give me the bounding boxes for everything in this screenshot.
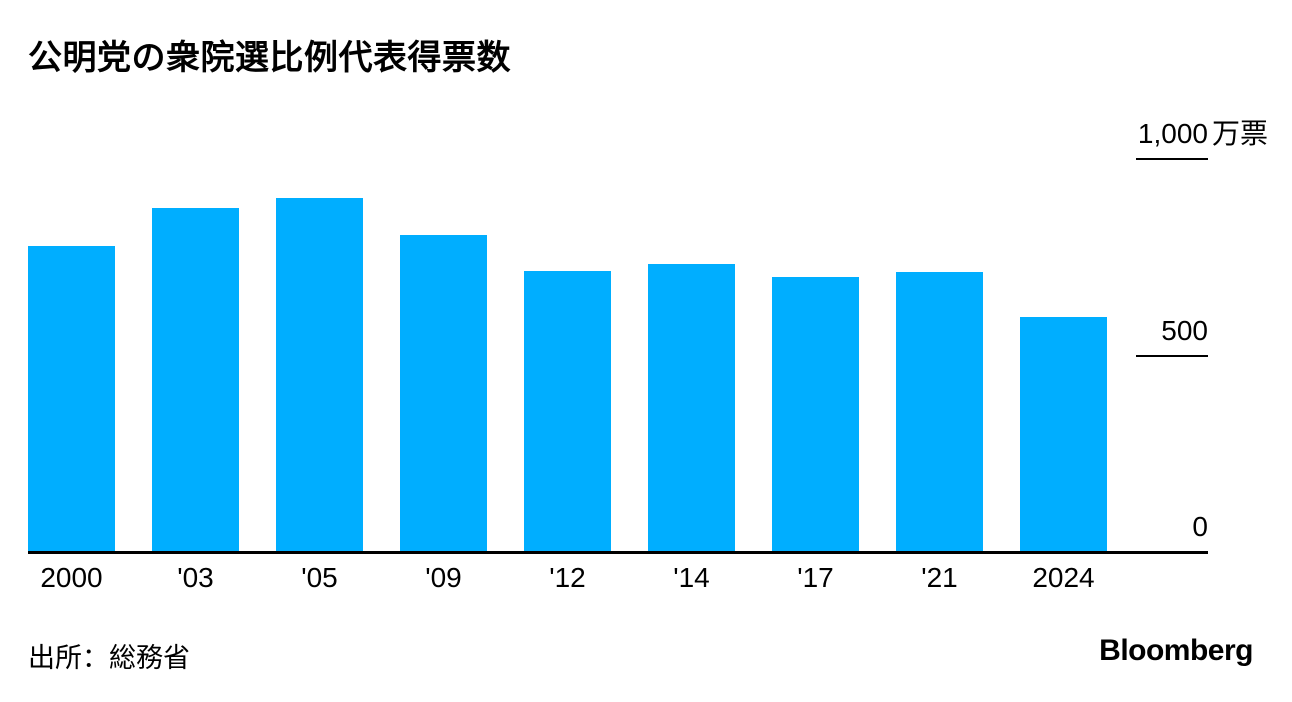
x-tick-label-12: '12 bbox=[549, 562, 586, 593]
x-tick-label-2000: 2000 bbox=[40, 562, 103, 593]
y-tick-line-1000 bbox=[1136, 158, 1208, 160]
bar-09 bbox=[400, 234, 487, 551]
x-tick-label-17: '17 bbox=[797, 562, 834, 593]
x-tick-label-03: '03 bbox=[177, 562, 214, 593]
bar-21 bbox=[896, 271, 983, 551]
y-tick-value: 0 bbox=[1192, 511, 1208, 542]
bar-12 bbox=[524, 271, 611, 551]
bar-03 bbox=[152, 207, 239, 551]
y-axis-unit-label: 万票 bbox=[1212, 118, 1269, 149]
y-tick-label-0: 0 bbox=[1192, 513, 1208, 541]
x-axis-baseline bbox=[28, 551, 1208, 554]
y-tick-value: 500 bbox=[1161, 314, 1208, 346]
bloomberg-logo: Bloomberg bbox=[1099, 634, 1253, 667]
bar-2000 bbox=[28, 246, 115, 551]
bar-2024 bbox=[1020, 316, 1107, 551]
y-tick-label-500: 500 bbox=[1161, 314, 1208, 346]
x-tick-label-05: '05 bbox=[301, 562, 338, 593]
source-note: 出所：総務省 bbox=[28, 643, 190, 673]
x-tick-label-21: '21 bbox=[921, 562, 958, 593]
x-tick-label-14: '14 bbox=[673, 562, 710, 593]
y-tick-label-1000: 1,000 万票 bbox=[1137, 118, 1268, 149]
x-tick-label-2024: 2024 bbox=[1032, 562, 1095, 593]
chart-title: 公明党の衆院選比例代表得票数 bbox=[28, 39, 511, 77]
bar-17 bbox=[772, 276, 859, 551]
bar-14 bbox=[648, 263, 735, 551]
bar-05 bbox=[276, 197, 363, 551]
y-tick-value: 1,000 bbox=[1137, 118, 1208, 149]
y-tick-line-500 bbox=[1136, 354, 1208, 357]
x-tick-label-09: '09 bbox=[425, 562, 462, 593]
